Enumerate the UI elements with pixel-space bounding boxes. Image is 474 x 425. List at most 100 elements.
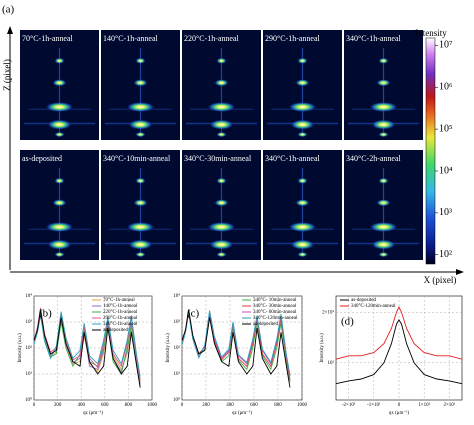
diffraction-spot [295, 199, 310, 207]
diffraction-spot [126, 222, 155, 232]
image-label: as-deposited [22, 154, 62, 163]
diffraction-spot [52, 199, 67, 207]
x-arrowhead [456, 269, 464, 275]
diffraction-spot [376, 79, 391, 87]
diffraction-spot [209, 119, 234, 130]
diffraction-spot [297, 132, 308, 137]
x-tick-label: 800 [274, 403, 282, 408]
legend-label: 340°C-120min-anneal [351, 304, 396, 309]
x-tick-label: 800 [125, 403, 133, 408]
legend-label: 340°C-1h-anneal [103, 322, 138, 327]
image-label: 340°C-1h-anneal [265, 154, 321, 163]
image-label: 340°C-10min-anneal [103, 154, 171, 163]
diffraction-spot [216, 177, 227, 184]
diffraction-spot [378, 177, 389, 184]
y-tick-label: 10⁴ [25, 293, 32, 299]
x-tick-label: 400 [226, 403, 234, 408]
colorbar-tick-label: 10³ [439, 207, 452, 218]
x-tick-label: 600 [250, 403, 258, 408]
diffraction-spot [54, 132, 65, 137]
x-axis-label: qz (μm⁻¹) [83, 410, 103, 416]
diffraction-spot [54, 57, 65, 64]
x-tick-label: 1000 [297, 403, 308, 408]
legend-label: 340°C- 60min-anneal [253, 310, 297, 315]
colorbar-tick-label: 10⁵ [439, 123, 453, 134]
y-tick-label: 10⁰ [25, 397, 32, 403]
x-tick-label: -1×10¹ [367, 402, 381, 408]
series-line [33, 309, 141, 388]
legend-label: 140°C-1h-anneal [103, 304, 138, 309]
diffraction-spot [297, 177, 308, 184]
diffraction-spot [214, 199, 229, 207]
diffraction-spot [133, 199, 148, 207]
y-tick-label: 10¹ [328, 360, 335, 366]
image-label: 340°C-30min-anneal [184, 154, 252, 163]
legend-label: 70°C-1h-anneal [103, 298, 135, 303]
diffraction-spot [214, 79, 229, 87]
diffraction-spot [133, 79, 148, 87]
y-tick-label: 10³ [174, 319, 181, 325]
series-line [181, 309, 291, 388]
legend-label: as-deposited [351, 298, 376, 303]
image-label: 340°C-2h-anneal [346, 154, 402, 163]
diffraction-spot [378, 252, 389, 257]
diffraction-spot [369, 222, 398, 232]
y-tick-label: 10² [26, 345, 33, 351]
x-tick-label: 0 [181, 403, 184, 408]
diffraction-spot [216, 57, 227, 64]
x-tick-label: 0 [33, 403, 36, 408]
legend-label: 340°C- 30min-anneal [253, 304, 297, 309]
y-tick-label: 10² [174, 345, 181, 351]
colorbar-tick-label: 10⁶ [439, 82, 453, 93]
diffraction-spot [135, 252, 146, 257]
legend-label: 340°C- 10min-anneal [253, 298, 297, 303]
series-line [335, 305, 463, 360]
diffraction-spot [128, 119, 153, 130]
series-line [335, 319, 463, 385]
y-tick-label: 10³ [26, 319, 33, 325]
z-arrowhead [7, 26, 13, 34]
image-label: 340°C-1h-anneal [346, 34, 402, 43]
x-tick-label: 400 [77, 403, 85, 408]
colorbar-tick-label: 10² [439, 249, 452, 260]
x-tick-label: 2×10¹ [443, 402, 455, 408]
image-label: 140°C-1h-anneal [103, 34, 159, 43]
series-line [181, 310, 291, 376]
series-line [33, 311, 141, 377]
x-tick-label: 200 [202, 403, 210, 408]
diffraction-spot [135, 132, 146, 137]
diffraction-spot [54, 252, 65, 257]
x-tick-label: 0 [398, 403, 401, 408]
diffraction-spot [135, 177, 146, 184]
x-axis-label: qx (μm⁻¹) [389, 410, 410, 416]
image-label: 220°C-1h-anneal [184, 34, 240, 43]
panel-label: (c) [187, 308, 200, 320]
diffraction-spot [207, 222, 236, 232]
panel-label: (b) [39, 308, 52, 320]
image-label: 70°C-1h-anneal [22, 34, 74, 43]
colorbar [425, 37, 436, 265]
diffraction-spot [290, 239, 315, 250]
x-axis-label: qz (μm⁻¹) [232, 410, 252, 416]
panel-label: (a) [2, 4, 15, 16]
colorbar-tick-label: 10⁴ [439, 165, 453, 176]
x-tick-label: 1×10¹ [418, 402, 430, 408]
x-tick-label: 200 [54, 403, 62, 408]
legend-label: as-deposited [103, 328, 128, 333]
panel-label: (d) [341, 316, 354, 328]
colorbar-tick-label: 10⁷ [439, 40, 453, 51]
legend-label: 340°C-120min-anneal [253, 316, 298, 321]
x-tick-label: 1000 [147, 403, 158, 408]
legend-label: 220°C-1h-anneal [103, 310, 138, 315]
y-tick-label: 10¹ [174, 371, 181, 377]
legend-label: as-deposited [253, 322, 278, 327]
diffraction-spot [135, 57, 146, 64]
scale-bar-label: 200μm [31, 261, 54, 270]
diffraction-spot [290, 119, 315, 130]
y-tick-label: 10⁴ [173, 293, 180, 299]
z-axis-label: Z (pixel) [2, 59, 12, 91]
diffraction-spot [216, 252, 227, 257]
plots: 10⁰ 10¹ 10² 10³ 10⁴ 0 200 400 600 800 1000 70°C-1h-… [18, 293, 463, 416]
y-tick-label: 10⁰ [173, 397, 180, 403]
